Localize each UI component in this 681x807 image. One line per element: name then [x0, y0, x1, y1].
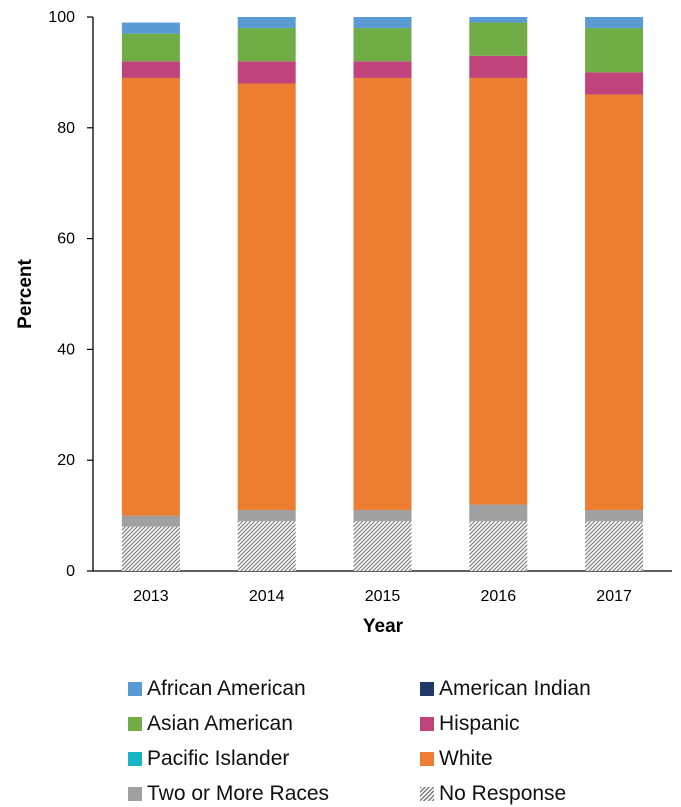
- bar-segment-asian-american-2013: [121, 33, 180, 62]
- legend-label: African American: [147, 677, 306, 700]
- bar-segment-african-american-2013: [121, 22, 180, 34]
- bar-segment-asian-american-2016: [469, 22, 528, 56]
- bar-segment-no-response-2017: [585, 521, 644, 571]
- legend-swatch: [420, 787, 434, 801]
- bar-segment-african-american-2014: [237, 17, 296, 29]
- legend-swatch: [128, 682, 142, 696]
- x-tick-label: 2016: [481, 588, 517, 605]
- x-tick-labels: 2013 2014 2015 2016 2017: [133, 588, 632, 605]
- y-axis-title: Percent: [15, 258, 36, 328]
- bar-segment-white-2016: [469, 77, 528, 505]
- legend-swatch: [128, 717, 142, 731]
- legend-item-pacific-islander: Pacific Islander: [128, 746, 289, 772]
- bars-group: [121, 17, 644, 571]
- bar-segment-asian-american-2017: [585, 28, 644, 73]
- bar-segment-asian-american-2014: [237, 28, 296, 62]
- legend-label: No Response: [439, 782, 567, 805]
- y-tick-label: 0: [66, 563, 75, 580]
- legend-label: Hispanic: [439, 712, 520, 735]
- bar-segment-white-2014: [237, 83, 296, 511]
- legend-swatch: [420, 752, 434, 766]
- legend-swatch: [128, 787, 142, 801]
- y-tick-label: 60: [57, 231, 75, 248]
- stacked-bar-chart: 0 20 40 60 80 100 2013 2014 2015 2016 2017 Percen…: [15, 9, 672, 637]
- legend-label: White: [439, 747, 493, 770]
- legend-label: American Indian: [439, 677, 591, 700]
- bar-segment-hispanic-2017: [585, 72, 644, 95]
- bar-segment-hispanic-2014: [237, 61, 296, 84]
- bar-segment-white-2013: [121, 77, 180, 516]
- legend-swatch: [128, 752, 142, 766]
- bar-segment-hispanic-2016: [469, 55, 528, 78]
- bar-segment-white-2017: [585, 94, 644, 511]
- bar-segment-two-or-more-races-2014: [237, 510, 296, 522]
- legend-item-two-or-more-races: Two or More Races: [128, 781, 329, 807]
- bar-segment-no-response-2015: [353, 521, 412, 571]
- x-tick-label: 2013: [133, 588, 169, 605]
- bar-segment-no-response-2014: [237, 521, 296, 571]
- legend-item-white: White: [420, 746, 493, 772]
- y-tick-label: 20: [57, 452, 75, 469]
- bar-segment-no-response-2016: [469, 521, 528, 571]
- legend-swatch: [420, 717, 434, 731]
- bar-segment-asian-american-2015: [353, 28, 412, 62]
- bar-segment-hispanic-2015: [353, 61, 412, 78]
- legend-item-african-american: African American: [128, 676, 306, 702]
- bar-segment-two-or-more-races-2017: [585, 510, 644, 522]
- legend-label: Pacific Islander: [147, 747, 290, 770]
- legend-item-hispanic: Hispanic: [420, 711, 520, 737]
- bar-segment-african-american-2017: [585, 17, 644, 29]
- y-tick-labels: 0 20 40 60 80 100: [48, 9, 93, 580]
- bar-segment-african-american-2016: [469, 17, 528, 23]
- bar-segment-no-response-2013: [121, 526, 180, 571]
- y-tick-label: 40: [57, 341, 75, 358]
- bar-segment-two-or-more-races-2015: [353, 510, 412, 522]
- x-tick-label: 2015: [365, 588, 401, 605]
- bar-segment-african-american-2015: [353, 17, 412, 29]
- x-tick-label: 2017: [596, 588, 632, 605]
- y-tick-label: 100: [48, 9, 75, 26]
- y-tick-label: 80: [57, 120, 75, 137]
- legend-label: Asian American: [147, 712, 293, 735]
- legend-item-american-indian: American Indian: [420, 676, 591, 702]
- x-axis-title: Year: [363, 616, 404, 637]
- legend-item-asian-american: Asian American: [128, 711, 293, 737]
- legend-label: Two or More Races: [147, 782, 330, 805]
- bar-segment-white-2015: [353, 77, 412, 511]
- bar-segment-two-or-more-races-2016: [469, 504, 528, 522]
- bar-segment-hispanic-2013: [121, 61, 180, 78]
- legend-swatch: [420, 682, 434, 696]
- bar-segment-two-or-more-races-2013: [121, 515, 180, 527]
- x-tick-label: 2014: [249, 588, 285, 605]
- legend-item-no-response: No Response: [420, 781, 566, 807]
